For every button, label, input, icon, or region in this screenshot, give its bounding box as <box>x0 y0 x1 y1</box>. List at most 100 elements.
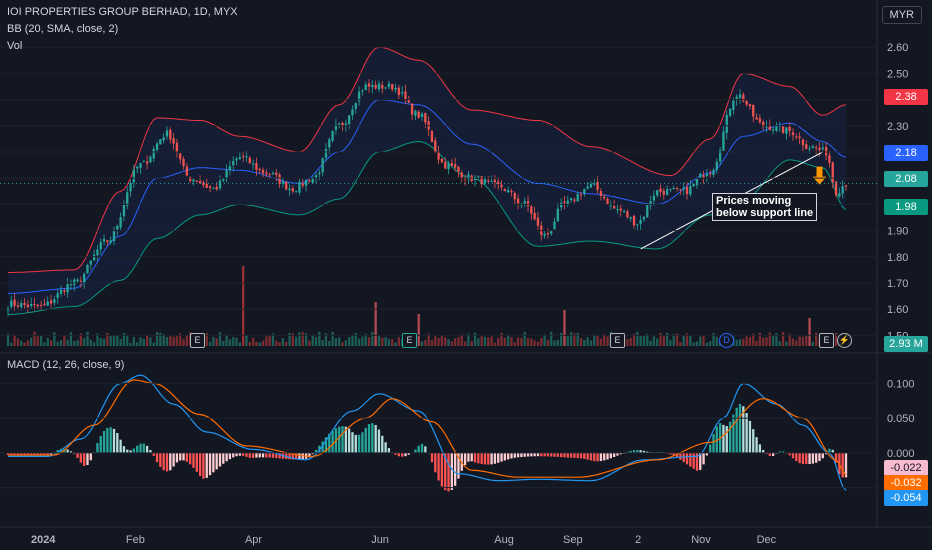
histogram-bar <box>453 452 457 486</box>
histogram-bar <box>715 426 718 453</box>
candle-body <box>265 172 268 175</box>
histogram-bar <box>771 452 775 456</box>
candle-body <box>145 161 149 164</box>
lightning-icon[interactable]: ⚡ <box>837 333 852 348</box>
histogram-bar <box>26 452 30 456</box>
candle-body <box>629 217 632 219</box>
histogram-bar <box>818 452 821 462</box>
candle-body <box>742 94 745 102</box>
candle-body <box>109 240 112 243</box>
volume-bar <box>463 341 467 346</box>
histogram-bar <box>192 452 195 468</box>
volume-bar <box>364 333 367 346</box>
histogram-bar <box>841 452 844 478</box>
volume-bar <box>487 337 490 346</box>
volume-indicator-label[interactable]: Vol <box>7 40 23 52</box>
histogram-bar <box>795 452 798 462</box>
histogram-bar <box>470 452 473 462</box>
histogram-bar <box>344 426 348 453</box>
volume-bar <box>424 340 427 346</box>
histogram-bar <box>218 452 222 467</box>
histogram-bar <box>444 452 447 491</box>
earnings-icon[interactable]: E <box>610 333 625 348</box>
volume-bar <box>563 310 566 346</box>
volume-bar <box>434 336 437 346</box>
candle-body <box>142 160 145 162</box>
earnings-icon[interactable]: E <box>402 333 417 348</box>
volume-bar <box>503 337 506 346</box>
histogram-bar <box>245 452 248 457</box>
volume-bar <box>765 337 768 346</box>
dividend-icon[interactable]: D <box>719 333 734 348</box>
candle-body <box>669 188 672 190</box>
volume-bar <box>162 334 165 346</box>
volume-bar <box>771 335 775 346</box>
histogram-bar <box>586 452 589 460</box>
volume-bar <box>271 333 275 346</box>
histogram-bar <box>235 452 238 457</box>
annotation-box[interactable]: Prices moving below support line <box>712 193 818 221</box>
candle-body <box>718 150 722 162</box>
bb-indicator-label[interactable]: BB (20, SMA, close, 2) <box>7 23 119 35</box>
candle-body <box>583 188 586 194</box>
histogram-bar <box>437 452 440 481</box>
volume-bar <box>139 337 142 346</box>
time-tick-label: 2024 <box>31 534 56 546</box>
candle-body <box>334 124 338 130</box>
earnings-icon[interactable]: E <box>819 333 834 348</box>
volume-bar <box>566 335 569 346</box>
candle-body <box>56 293 59 299</box>
histogram-bar <box>709 444 712 453</box>
macd-indicator-label[interactable]: MACD (12, 26, close, 9) <box>7 359 125 371</box>
histogram-bar <box>692 452 695 469</box>
earnings-icon[interactable]: E <box>190 333 205 348</box>
symbol-title[interactable]: IOI PROPERTIES GROUP BERHAD, 1D, MYX <box>7 6 238 18</box>
candle-body <box>49 300 53 304</box>
currency-button[interactable]: MYR <box>881 6 922 24</box>
candle-body <box>758 118 762 123</box>
histogram-bar <box>483 452 487 465</box>
histogram-bar <box>86 452 89 465</box>
histogram-bar <box>377 429 381 453</box>
candle-body <box>242 156 245 158</box>
candle-body <box>609 204 612 206</box>
histogram-bar <box>831 449 834 453</box>
volume-bar <box>122 332 126 346</box>
histogram-bar <box>46 452 49 456</box>
candle-body <box>129 183 132 192</box>
candle-body <box>662 190 665 195</box>
candle-body <box>791 132 795 136</box>
histogram-bar <box>23 452 26 456</box>
volume-bar <box>179 333 182 346</box>
candle-body <box>298 182 301 193</box>
volume-bar <box>285 342 288 346</box>
candle-body <box>586 186 589 189</box>
candle-body <box>659 188 662 192</box>
volume-bar <box>553 340 556 346</box>
candle-body <box>361 90 364 92</box>
histogram-bar <box>132 448 136 453</box>
candle-body <box>63 290 66 292</box>
volume-bar <box>159 332 162 346</box>
histogram-bar <box>268 452 271 458</box>
volume-bar <box>550 331 553 346</box>
candle-body <box>652 195 656 201</box>
volume-bar <box>43 342 46 346</box>
volume-bar <box>63 335 66 346</box>
volume-bar <box>251 337 255 346</box>
volume-bar <box>672 334 675 346</box>
candle-body <box>268 174 271 176</box>
time-tick-label: Dec <box>757 534 777 546</box>
volume-bar <box>556 339 559 346</box>
candle-body <box>811 146 815 149</box>
volume-bar <box>298 332 301 346</box>
volume-bar <box>215 338 218 346</box>
candle-body <box>709 173 712 175</box>
candle-body <box>444 162 447 169</box>
histogram-bar <box>781 451 785 453</box>
volume-bar <box>699 336 702 346</box>
volume-bar <box>669 340 672 346</box>
candle-body <box>245 156 248 158</box>
candle-body <box>434 140 437 152</box>
